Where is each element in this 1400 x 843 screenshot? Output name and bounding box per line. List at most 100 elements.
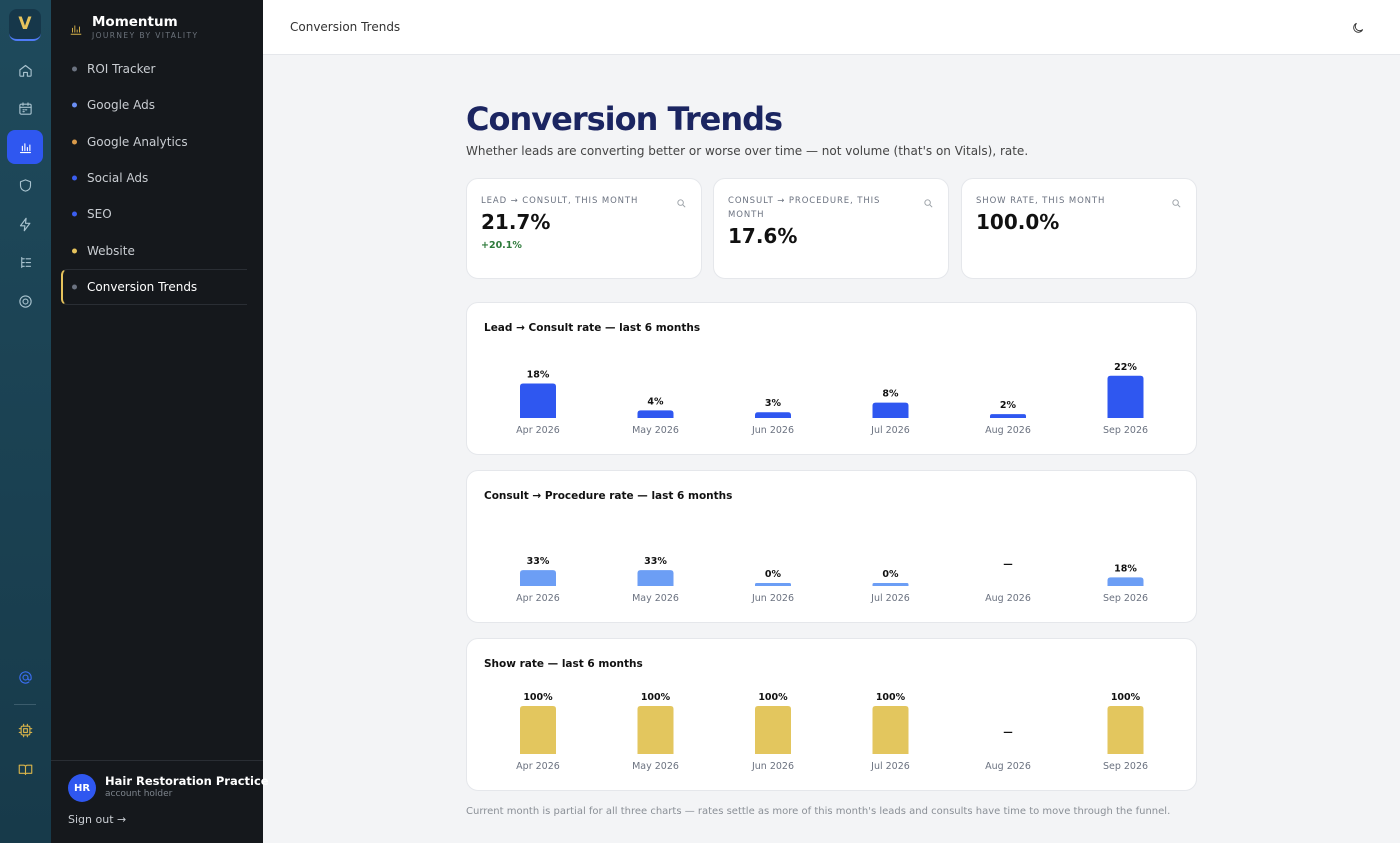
sidebar-item-seo[interactable]: SEO bbox=[61, 196, 247, 232]
bar-may-2026[interactable] bbox=[637, 410, 674, 418]
x-tick-label: Jul 2026 bbox=[870, 593, 910, 604]
status-dot bbox=[72, 175, 77, 181]
page-title: Conversion Trends bbox=[466, 100, 783, 138]
sidebar-item-social-ads[interactable]: Social Ads bbox=[61, 160, 247, 196]
bar-aug-2026[interactable] bbox=[990, 414, 1026, 418]
account-name: Hair Restoration Practice bbox=[105, 774, 269, 788]
kpi-label: LEAD → CONSULT, THIS MONTH bbox=[481, 196, 639, 206]
footnote: Current month is partial for all three c… bbox=[466, 806, 1171, 817]
icon-rail: V bbox=[0, 0, 51, 843]
chip-icon[interactable] bbox=[7, 713, 43, 747]
chart-card-show-rate: Show rate — last 6 months 100% Apr 2026 10… bbox=[466, 638, 1197, 791]
account-role: account holder bbox=[105, 789, 173, 799]
bar-chart-icon[interactable] bbox=[7, 130, 43, 164]
chart-title: Lead → Consult rate — last 6 months bbox=[484, 322, 701, 334]
magnifier-icon[interactable] bbox=[923, 194, 934, 208]
sidebar-item-label: Conversion Trends bbox=[87, 279, 198, 294]
brand-tagline: JOURNEY BY VITALITY bbox=[92, 31, 199, 40]
sidebar-item-conversion-trends[interactable]: Conversion Trends bbox=[61, 268, 247, 306]
x-tick-label: May 2026 bbox=[632, 425, 679, 436]
status-dot bbox=[72, 102, 77, 108]
top-header: Conversion Trends bbox=[263, 0, 1400, 55]
avatar[interactable]: HR bbox=[68, 774, 96, 802]
brand-name: Momentum bbox=[92, 14, 178, 30]
sidebar-item-roi-tracker[interactable]: ROI Tracker bbox=[61, 51, 247, 87]
x-tick-label: Jul 2026 bbox=[870, 761, 910, 772]
list-tree-icon[interactable] bbox=[7, 245, 43, 279]
bar-sep-2026[interactable] bbox=[1107, 706, 1144, 754]
magnifier-icon[interactable] bbox=[676, 194, 687, 208]
status-dot bbox=[72, 248, 77, 254]
bar-may-2026[interactable] bbox=[637, 570, 674, 586]
x-tick-label: Aug 2026 bbox=[985, 761, 1031, 772]
status-dot bbox=[72, 211, 77, 217]
sidebar-item-website[interactable]: Website bbox=[61, 232, 247, 268]
status-dot bbox=[72, 284, 77, 290]
sidebar-item-label: SEO bbox=[87, 207, 112, 222]
bar-value-label: 100% bbox=[523, 692, 553, 703]
sign-out-link[interactable]: Sign out → bbox=[68, 813, 127, 826]
x-tick-label: Jul 2026 bbox=[870, 425, 910, 436]
bar-value-label: 100% bbox=[758, 692, 788, 703]
bar-value-label: 100% bbox=[641, 692, 671, 703]
bar-chart: 18% Apr 2026 4% May 2026 3% Jun 2026 8% Jul 202… bbox=[516, 362, 1148, 436]
user-panel: HR Hair Restoration Practice account hol… bbox=[51, 760, 269, 826]
bar-value-label: 2% bbox=[1000, 400, 1017, 411]
sidebar-item-label: Website bbox=[87, 243, 135, 258]
bar-apr-2026[interactable] bbox=[520, 570, 556, 586]
bar-value-label: — bbox=[1003, 727, 1013, 738]
sidebar-item-label: Google Ads bbox=[87, 98, 155, 113]
bolt-icon[interactable] bbox=[7, 207, 43, 241]
bar-value-label: 3% bbox=[765, 398, 782, 409]
home-icon[interactable] bbox=[7, 53, 43, 87]
bar-apr-2026[interactable] bbox=[520, 383, 556, 418]
x-tick-label: Apr 2026 bbox=[516, 593, 560, 604]
bar-sep-2026[interactable] bbox=[1107, 577, 1144, 586]
app-logo[interactable]: V bbox=[9, 9, 41, 41]
bar-jun-2026[interactable] bbox=[755, 583, 791, 586]
x-tick-label: Sep 2026 bbox=[1103, 425, 1148, 436]
x-tick-label: Jun 2026 bbox=[751, 761, 794, 772]
x-tick-label: Aug 2026 bbox=[985, 593, 1031, 604]
bar-jul-2026[interactable] bbox=[872, 583, 909, 586]
bar-may-2026[interactable] bbox=[637, 706, 674, 754]
target-icon[interactable] bbox=[7, 284, 43, 318]
bar-apr-2026[interactable] bbox=[520, 706, 556, 754]
bar-jun-2026[interactable] bbox=[755, 412, 791, 418]
page-subtitle: Whether leads are converting better or w… bbox=[466, 144, 1029, 158]
moon-icon[interactable] bbox=[1351, 20, 1365, 34]
x-tick-label: May 2026 bbox=[632, 761, 679, 772]
header-title: Conversion Trends bbox=[290, 20, 401, 34]
kpi-label: SHOW RATE, THIS MONTH bbox=[976, 196, 1106, 206]
bar-value-label: 33% bbox=[644, 556, 667, 567]
at-sign-icon[interactable] bbox=[7, 660, 43, 694]
x-tick-label: Sep 2026 bbox=[1103, 593, 1148, 604]
kpi-value: 100.0% bbox=[976, 210, 1060, 234]
kpi-delta: +20.1% bbox=[481, 240, 522, 251]
rail-divider bbox=[14, 704, 36, 705]
sidebar-item-google-analytics[interactable]: Google Analytics bbox=[61, 124, 247, 160]
chart-card-consult-procedure: Consult → Procedure rate — last 6 months… bbox=[466, 470, 1197, 623]
bar-chart-icon bbox=[69, 21, 83, 35]
bar-value-label: 33% bbox=[527, 556, 550, 567]
bar-jun-2026[interactable] bbox=[755, 706, 791, 754]
sidebar-item-google-ads[interactable]: Google Ads bbox=[61, 87, 247, 123]
magnifier-icon[interactable] bbox=[1171, 194, 1182, 208]
x-tick-label: Aug 2026 bbox=[985, 425, 1031, 436]
calendar-icon[interactable] bbox=[7, 91, 43, 125]
sidebar-item-label: ROI Tracker bbox=[87, 62, 156, 77]
bar-sep-2026[interactable] bbox=[1107, 375, 1144, 418]
shield-icon[interactable] bbox=[7, 168, 43, 202]
sidebar-item-label: Google Analytics bbox=[87, 134, 188, 149]
brand[interactable]: Momentum JOURNEY BY VITALITY bbox=[69, 14, 198, 40]
sidebar: Momentum JOURNEY BY VITALITY ROI Tracker… bbox=[51, 0, 269, 843]
kpi-card-lead-consult: LEAD → CONSULT, THIS MONTH 21.7% +20.1% bbox=[466, 178, 702, 279]
bar-value-label: 18% bbox=[1114, 563, 1137, 574]
bar-value-label: 8% bbox=[882, 389, 899, 400]
bar-value-label: 0% bbox=[882, 569, 899, 580]
bar-value-label: 18% bbox=[527, 369, 550, 380]
x-tick-label: Sep 2026 bbox=[1103, 761, 1148, 772]
bar-jul-2026[interactable] bbox=[872, 706, 909, 754]
book-icon[interactable] bbox=[7, 752, 43, 786]
bar-jul-2026[interactable] bbox=[872, 402, 909, 418]
